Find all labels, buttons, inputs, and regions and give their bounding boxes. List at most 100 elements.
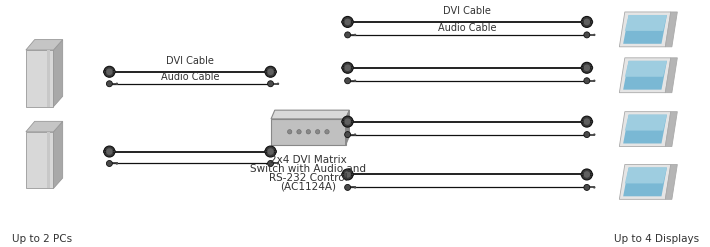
Polygon shape — [271, 119, 346, 145]
Circle shape — [344, 132, 351, 138]
Circle shape — [593, 80, 596, 82]
Circle shape — [344, 64, 351, 71]
Circle shape — [104, 70, 106, 73]
Circle shape — [584, 19, 590, 25]
Circle shape — [342, 169, 353, 180]
Text: Up to 2 PCs: Up to 2 PCs — [11, 234, 72, 244]
Polygon shape — [26, 121, 62, 132]
Text: (AC1124A): (AC1124A) — [280, 182, 337, 192]
Circle shape — [581, 173, 584, 176]
Circle shape — [581, 62, 592, 73]
Circle shape — [584, 64, 590, 71]
Polygon shape — [619, 165, 671, 199]
Text: 2x4 DVI Matrix: 2x4 DVI Matrix — [270, 155, 346, 165]
Circle shape — [274, 150, 277, 153]
Circle shape — [344, 32, 351, 38]
Circle shape — [593, 186, 596, 189]
Circle shape — [584, 32, 590, 38]
Polygon shape — [47, 132, 50, 188]
Circle shape — [584, 78, 590, 84]
Circle shape — [584, 185, 590, 190]
Circle shape — [590, 66, 593, 69]
Circle shape — [354, 186, 356, 189]
Circle shape — [288, 130, 292, 134]
Circle shape — [344, 185, 351, 190]
Polygon shape — [53, 40, 62, 107]
Circle shape — [351, 173, 354, 176]
Circle shape — [581, 169, 592, 180]
Polygon shape — [623, 15, 667, 44]
Polygon shape — [625, 115, 667, 131]
Circle shape — [581, 120, 584, 123]
Circle shape — [581, 17, 592, 27]
Circle shape — [274, 70, 277, 73]
Circle shape — [116, 82, 118, 85]
Polygon shape — [665, 12, 677, 47]
Circle shape — [354, 80, 356, 82]
Polygon shape — [625, 167, 667, 184]
Circle shape — [116, 162, 118, 165]
Circle shape — [306, 130, 310, 134]
Polygon shape — [665, 112, 677, 146]
Text: DVI Cable: DVI Cable — [443, 6, 491, 16]
Polygon shape — [26, 40, 62, 50]
Circle shape — [344, 19, 351, 25]
Circle shape — [315, 130, 320, 134]
Circle shape — [265, 66, 276, 77]
Circle shape — [354, 133, 356, 136]
Polygon shape — [26, 132, 53, 188]
Circle shape — [277, 82, 279, 85]
Circle shape — [354, 34, 356, 36]
Circle shape — [590, 21, 593, 23]
Circle shape — [342, 116, 353, 127]
Polygon shape — [623, 167, 667, 196]
Text: Audio Cable: Audio Cable — [438, 23, 496, 33]
Polygon shape — [665, 165, 677, 199]
Circle shape — [342, 62, 353, 73]
Circle shape — [342, 120, 344, 123]
Circle shape — [590, 173, 593, 176]
Circle shape — [104, 150, 106, 153]
Circle shape — [268, 81, 273, 87]
Circle shape — [277, 162, 279, 165]
Circle shape — [584, 118, 590, 125]
Polygon shape — [619, 112, 671, 146]
Circle shape — [342, 21, 344, 23]
Circle shape — [581, 66, 584, 69]
Circle shape — [351, 120, 354, 123]
Circle shape — [581, 21, 584, 23]
Circle shape — [593, 133, 596, 136]
Polygon shape — [53, 121, 62, 188]
Polygon shape — [665, 58, 677, 93]
Polygon shape — [26, 50, 53, 107]
Circle shape — [265, 146, 276, 157]
Circle shape — [351, 21, 354, 23]
Text: Up to 4 Displays: Up to 4 Displays — [614, 234, 699, 244]
Circle shape — [268, 161, 273, 166]
Circle shape — [106, 81, 112, 87]
Polygon shape — [271, 110, 349, 119]
Polygon shape — [619, 12, 671, 47]
Text: Audio Cable: Audio Cable — [160, 72, 219, 82]
Circle shape — [113, 70, 116, 73]
Circle shape — [344, 78, 351, 84]
Polygon shape — [346, 110, 349, 145]
Circle shape — [106, 148, 113, 155]
Circle shape — [113, 150, 116, 153]
Circle shape — [104, 66, 115, 77]
Circle shape — [267, 68, 274, 75]
Polygon shape — [625, 15, 667, 31]
Circle shape — [344, 171, 351, 178]
Circle shape — [342, 173, 344, 176]
Circle shape — [106, 161, 112, 166]
Circle shape — [593, 34, 596, 36]
Polygon shape — [625, 61, 667, 77]
Polygon shape — [47, 50, 50, 107]
Circle shape — [267, 148, 274, 155]
Text: RS-232 Control: RS-232 Control — [269, 173, 348, 183]
Circle shape — [584, 171, 590, 178]
Circle shape — [342, 17, 353, 27]
Circle shape — [590, 120, 593, 123]
Circle shape — [344, 118, 351, 125]
Circle shape — [584, 132, 590, 138]
